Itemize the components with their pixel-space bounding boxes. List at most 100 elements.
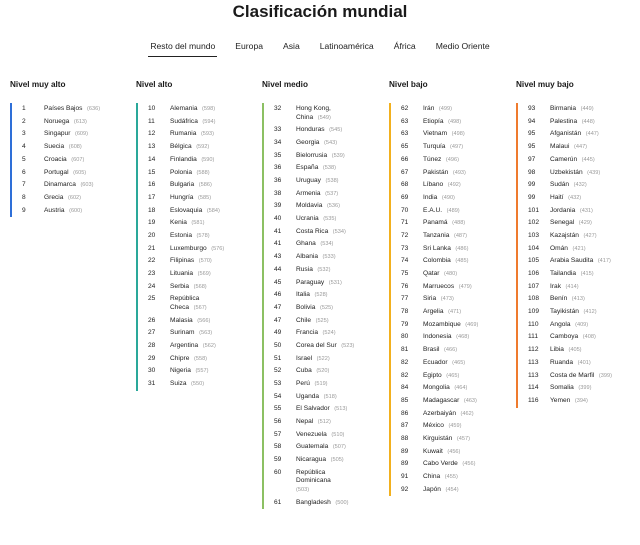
- score-value: (608): [67, 144, 82, 151]
- list-item: 41 Costa Rica (534): [264, 226, 384, 239]
- score-value: (447): [572, 144, 588, 151]
- rank-number: 85: [401, 396, 409, 404]
- score-value: (405): [566, 347, 582, 354]
- score-value: (525): [318, 304, 334, 311]
- rank-number: 71: [401, 219, 409, 227]
- list-item: 9 Austria (600): [12, 205, 132, 218]
- list-item: 24 Serbia (568): [138, 281, 258, 294]
- level-list: 10 Alemania (598) 11 Sudáfrica (594) 12 Ruman…: [136, 103, 258, 391]
- country-name: Tanzania (487): [423, 231, 468, 239]
- tab-africa[interactable]: África: [393, 41, 416, 51]
- tab-resto-del-mundo[interactable]: Resto del mundo: [148, 39, 218, 57]
- score-value: (538): [321, 165, 336, 172]
- rank-number: 70: [401, 206, 409, 214]
- country-name: Arabia Saudita (417): [550, 257, 611, 265]
- score-value: (576): [209, 245, 225, 252]
- level-heading: Nivel muy alto: [10, 80, 66, 89]
- country-name: Colombia (485): [423, 257, 469, 265]
- country-name: China (455): [423, 473, 458, 481]
- country-name: Países Bajos (636): [44, 105, 101, 113]
- list-item: 5 Croacia (607): [12, 154, 132, 167]
- score-value: (605): [71, 169, 87, 176]
- list-item: 85 Madagascar (463): [391, 395, 511, 408]
- list-item: 58 Guatemala (507): [264, 441, 384, 454]
- tab-latinoamerica[interactable]: Latinoamérica: [319, 41, 374, 51]
- list-item: 54 Uganda (518): [264, 391, 384, 404]
- rank-number: 111: [528, 333, 539, 341]
- rank-number: 105: [528, 257, 540, 265]
- rank-number: 27: [148, 329, 156, 337]
- country-name: Noruega (613): [44, 117, 87, 125]
- list-item: 77 Siria (473): [391, 293, 511, 306]
- score-value: (594): [200, 118, 216, 125]
- country-name: Costa Rica (534): [296, 227, 346, 235]
- list-item: 27 Surinam (563): [138, 327, 258, 340]
- rank-number: 9: [22, 206, 26, 214]
- country-name: Senegal (429): [550, 219, 592, 227]
- level-column: Nivel alto 10 Alemania (598) 11 Sudáfrica (5…: [136, 80, 224, 391]
- rank-number: 10: [148, 105, 156, 113]
- score-value: (533): [321, 254, 336, 261]
- country-name: Birmania (449): [550, 105, 594, 113]
- country-name: Italia (528): [296, 291, 328, 299]
- rank-number: 47: [274, 303, 282, 311]
- rank-number: 29: [148, 354, 156, 362]
- score-value: (497): [448, 144, 464, 151]
- country-name: Uganda (518): [296, 392, 337, 400]
- country-name: Irán (499): [423, 105, 452, 113]
- list-item: 53 Perú (519): [264, 378, 384, 391]
- rank-number: 84: [401, 384, 409, 392]
- score-value: (510): [329, 431, 345, 438]
- score-value: (549): [316, 114, 331, 121]
- rank-number: 17: [148, 193, 156, 201]
- list-item: 17 Hungría (585): [138, 192, 258, 205]
- country-name: Bolivia (525): [296, 303, 334, 311]
- score-value: (578): [195, 232, 210, 239]
- list-item: 19 Kenia (581): [138, 217, 258, 230]
- score-value: (394): [573, 397, 588, 404]
- list-item: 12 Rumania (593): [138, 128, 258, 141]
- tab-medio-oriente[interactable]: Medio Oriente: [435, 41, 490, 51]
- rank-number: 102: [528, 219, 540, 227]
- score-value: (584): [205, 207, 220, 214]
- list-item: 33 Honduras (545): [264, 124, 384, 137]
- rank-number: 68: [401, 181, 409, 189]
- list-item: 32 Hong Kong, China (549): [264, 103, 384, 124]
- list-item: 71 Panamá (488): [391, 217, 511, 230]
- list-item: 97 Camerún (445): [518, 154, 638, 167]
- list-item: 21 Luxemburgo (576): [138, 243, 258, 256]
- country-name: Egipto (465): [423, 371, 460, 379]
- score-value: (532): [315, 266, 331, 273]
- score-value: (590): [199, 156, 215, 163]
- list-item: 79 Mozambique (469): [391, 319, 511, 332]
- level-heading: Nivel alto: [136, 80, 173, 89]
- score-value: (486): [453, 245, 469, 252]
- list-item: 101 Jordania (431): [518, 205, 638, 218]
- list-item: 11 Sudáfrica (594): [138, 116, 258, 129]
- country-name: E.A.U. (489): [423, 206, 460, 214]
- rank-number: 51: [274, 354, 282, 362]
- rank-number: 40: [274, 215, 282, 223]
- score-value: (445): [580, 156, 595, 163]
- list-item: 26 Malasia (566): [138, 315, 258, 328]
- score-value: (536): [325, 203, 341, 210]
- score-value: (531): [327, 279, 342, 286]
- score-value: (415): [579, 271, 594, 278]
- score-value: (471): [446, 309, 462, 316]
- tab-asia[interactable]: Asia: [283, 41, 300, 51]
- list-item: 98 Uzbekistán (439): [518, 166, 638, 179]
- tab-europa[interactable]: Europa: [235, 41, 264, 51]
- score-value: (600): [67, 207, 83, 214]
- country-name: España (538): [296, 164, 336, 172]
- country-name: Lituania (569): [170, 270, 211, 278]
- country-name: Israel (522): [296, 354, 330, 362]
- country-name: Camerún (445): [550, 155, 595, 163]
- country-name: Ecuador (465): [423, 358, 466, 366]
- list-item: 78 Argelia (471): [391, 306, 511, 319]
- rank-number: 23: [148, 270, 156, 278]
- rank-number: 110: [528, 320, 539, 328]
- list-item: 25 República Checa (567): [138, 293, 258, 314]
- list-item: 116 Yemen (394): [518, 395, 638, 408]
- rank-number: 109: [528, 308, 540, 316]
- rank-number: 57: [274, 430, 282, 438]
